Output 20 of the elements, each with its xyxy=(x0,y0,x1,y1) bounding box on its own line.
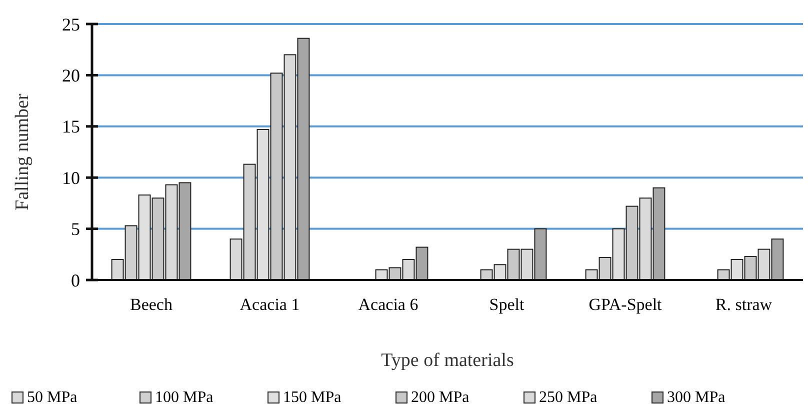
x-tick-label: Acacia 6 xyxy=(358,295,418,314)
y-tick-label: 15 xyxy=(62,116,80,137)
x-axis-title: Type of materials xyxy=(381,350,514,371)
y-tick-label: 5 xyxy=(71,219,80,240)
legend-label: 150 MPa xyxy=(283,389,342,406)
x-tick-label: Spelt xyxy=(489,295,524,314)
x-tick-label: Acacia 1 xyxy=(240,295,300,314)
x-tick-label: GPA-Spelt xyxy=(588,295,662,314)
legend-label: 100 MPa xyxy=(155,389,214,406)
legend-label: 50 MPa xyxy=(27,389,78,406)
y-axis-title: Falling number xyxy=(12,93,33,210)
legend-label: 300 MPa xyxy=(667,389,726,406)
legend-label: 250 MPa xyxy=(539,389,598,406)
y-tick-label: 0 xyxy=(71,270,80,290)
x-tick-label: R. straw xyxy=(715,295,773,314)
legend-label: 200 MPa xyxy=(411,389,470,406)
y-tick-label: 20 xyxy=(62,66,80,86)
y-tick-label: 25 xyxy=(62,14,80,34)
x-tick-label: Beech xyxy=(130,295,173,314)
y-tick-label: 10 xyxy=(62,168,80,188)
